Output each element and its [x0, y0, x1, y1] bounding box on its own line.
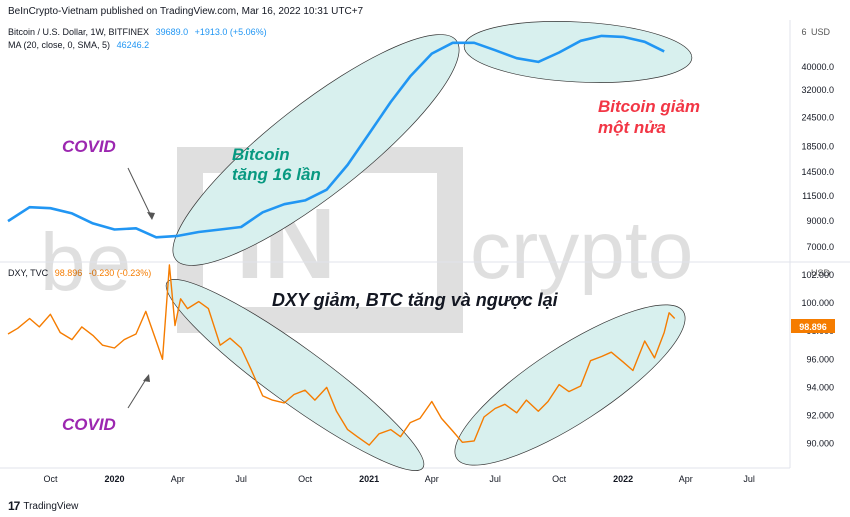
btc-rise-ellipse — [172, 34, 460, 266]
dxy-price-tick-label: 102.000 — [801, 270, 834, 280]
btc-price: 39689.0 — [155, 27, 189, 37]
time-tick-label: Oct — [298, 474, 313, 484]
btc-symbol: Bitcoin / U.S. Dollar, 1W, BITFINEX — [8, 27, 150, 37]
dxy-price-tick-label: 96.000 — [806, 354, 834, 364]
annot-covid-bottom: COVID — [62, 415, 116, 434]
dxy-legend: DXY, TVC 98.896 -0.230 (-0.23%) — [8, 268, 151, 278]
dxy-price: 98.896 — [54, 268, 83, 278]
dxy-unit: USD — [810, 268, 830, 278]
btc-ellipses — [172, 21, 693, 266]
dxy-price-axis: 102.000100.00098.00096.00094.00092.00090… — [801, 270, 834, 449]
time-tick-label: Jul — [489, 474, 501, 484]
tradingview-brand: TradingView — [23, 500, 79, 512]
covid-arrow-bottom-head — [143, 374, 150, 382]
btc-price-tick-label: 9000.0 — [806, 216, 834, 226]
btc-price-tick-label: 14500.0 — [801, 167, 834, 177]
btc-unit: 6 USD — [801, 27, 830, 37]
btc-price-axis: 40000.0 32000.0 24500.0 18500.0 14500.0 11500… — [801, 62, 834, 252]
btc-price-tick-label: 40000.0 — [801, 62, 834, 72]
time-tick-label: Jul — [235, 474, 247, 484]
time-tick-label: Apr — [171, 474, 185, 484]
dxy-price-tick-label: 90.000 — [806, 439, 834, 449]
time-tick-label: Apr — [679, 474, 693, 484]
btc-price-tick-label: 32000.0 — [801, 85, 834, 95]
btc-unit-label: USD — [810, 27, 830, 37]
footer: 17 TradingView — [8, 499, 78, 513]
dxy-fall-ellipse — [165, 279, 425, 471]
watermark-crypto: crypto — [470, 205, 693, 296]
annot-btc-up-1: Bitcoin — [232, 145, 290, 164]
time-tick-label: 2020 — [104, 474, 124, 484]
annot-btc-up-2: tăng 16 lần — [232, 165, 321, 184]
btc-series-line — [7, 34, 665, 239]
published-header: BeInCrypto-Vietnam published on TradingV… — [8, 6, 364, 17]
time-tick-label: Apr — [425, 474, 439, 484]
btc-price-tick-label: 24500.0 — [801, 113, 834, 123]
annot-covid-top: COVID — [62, 137, 116, 156]
btc-price-tick-label: 7000.0 — [806, 242, 834, 252]
tradingview-logo-icon: 17 — [8, 499, 20, 513]
btc-unit-prefix: 6 — [801, 27, 807, 37]
time-tick-label: Jul — [743, 474, 755, 484]
dxy-price-tick-label: 100.000 — [801, 298, 834, 308]
covid-arrow-top-head — [147, 212, 155, 220]
btc-price-tick-label: 11500.0 — [802, 191, 834, 201]
ma-label: MA (20, close, 0, SMA, 5) — [8, 40, 111, 50]
btc-legend: Bitcoin / U.S. Dollar, 1W, BITFINEX 3968… — [8, 27, 267, 37]
time-axis: Oct 2020 Apr Jul Oct 2021 Apr Jul Oct 2022 Apr Jul — [43, 474, 754, 484]
covid-arrow-top — [127, 167, 153, 219]
time-tick-label: Oct — [43, 474, 58, 484]
annot-btc-down-1: Bitcoin giảm — [598, 97, 700, 116]
dxy-ellipses — [165, 279, 686, 471]
dxy-price-tick-label: 92.000 — [806, 411, 834, 421]
annot-btc-down-2: một nửa — [598, 118, 666, 137]
annot-dxy-note: DXY giảm, BTC tăng và ngược lại — [272, 290, 559, 310]
dxy-last-price-tag — [791, 319, 835, 333]
ma-value: 46246.2 — [116, 40, 150, 50]
dxy-series-line — [7, 264, 676, 446]
btc-change: +1913.0 (+5.06%) — [194, 27, 267, 37]
covid-arrow-bottom — [127, 375, 149, 409]
ma-legend: MA (20, close, 0, SMA, 5) 46246.2 — [8, 40, 149, 50]
time-tick-label: 2021 — [359, 474, 379, 484]
btc-fall-ellipse — [463, 21, 693, 83]
time-tick-label: Oct — [552, 474, 567, 484]
time-tick-label: 2022 — [613, 474, 633, 484]
dxy-symbol: DXY, TVC — [8, 268, 49, 278]
dxy-last-price-text: 98.896 — [799, 322, 827, 332]
dxy-rise-ellipse — [454, 304, 686, 466]
dxy-price-tick-label: 94.000 — [806, 382, 834, 392]
btc-price-tick-label: 18500.0 — [801, 142, 834, 152]
dxy-change: -0.230 (-0.23%) — [88, 268, 152, 278]
